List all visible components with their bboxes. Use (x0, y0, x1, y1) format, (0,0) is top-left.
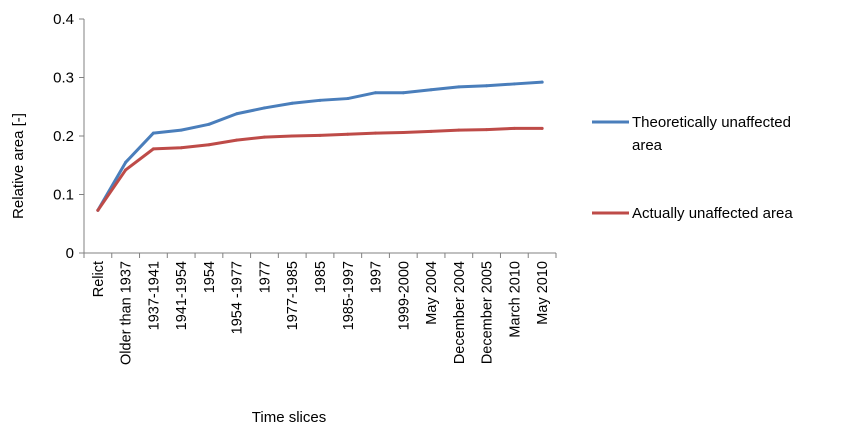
data-point (485, 84, 489, 88)
y-tick-label: 0.1 (53, 187, 74, 204)
y-tick-label: 0.4 (53, 11, 74, 28)
x-tick-label: 1985-1997 (341, 261, 357, 330)
series-lines (96, 80, 544, 212)
y-axis-title: Relative area [-] (10, 113, 27, 219)
data-point (207, 122, 211, 126)
data-point (540, 126, 544, 130)
x-tick-label: May 2010 (535, 261, 551, 325)
x-tick-label: 1999-2000 (396, 261, 412, 330)
data-point (457, 85, 461, 89)
data-point (485, 128, 489, 132)
data-point (429, 129, 433, 133)
data-point (179, 146, 183, 150)
data-point (151, 131, 155, 135)
data-point (262, 135, 266, 139)
x-tick-label: 1954 -1977 (230, 261, 246, 334)
x-tick-label: 1941-1954 (174, 261, 190, 330)
data-point (290, 134, 294, 138)
data-point (235, 138, 239, 142)
legend-label: Actually unaffected area (632, 205, 793, 222)
data-point (151, 147, 155, 151)
x-tick-label: Relict (91, 261, 107, 297)
data-point (401, 91, 405, 95)
data-point (512, 82, 516, 86)
x-tick-label: May 2004 (424, 261, 440, 325)
data-point (262, 106, 266, 110)
data-point (318, 133, 322, 137)
x-tick-label: March 2010 (507, 261, 523, 338)
x-axis-ticks: Relict Older than 1937 1937-1941 1941-1954 1… (83, 253, 557, 365)
legend-label: Theoretically unaffected (632, 114, 791, 131)
x-axis-title: Time slices (252, 409, 326, 426)
data-point (124, 160, 128, 164)
y-axis-ticks: 0 0.1 0.2 0.3 0.4 (53, 11, 84, 262)
data-point (540, 80, 544, 84)
legend-label: area (632, 137, 663, 154)
y-tick-label: 0.3 (53, 70, 74, 87)
x-tick-label: December 2005 (480, 261, 496, 364)
data-point (179, 128, 183, 132)
data-point (346, 132, 350, 136)
data-point (346, 97, 350, 101)
x-tick-label: Older than 1937 (119, 261, 135, 365)
data-point (235, 112, 239, 116)
x-tick-label: 1954 (202, 261, 218, 293)
x-tick-label: 1985 (313, 261, 329, 293)
data-point (96, 208, 100, 212)
legend: Theoretically unaffected area Actually una… (592, 114, 793, 222)
data-point (124, 168, 128, 172)
x-tick-label: December 2004 (452, 261, 468, 364)
series-line-2 (96, 126, 544, 212)
x-tick-label: 1977-1985 (285, 261, 301, 330)
x-tick-label: 1977 (257, 261, 273, 293)
data-point (457, 128, 461, 132)
x-tick-label: 1937-1941 (146, 261, 162, 330)
x-tick-label: 1997 (369, 261, 385, 293)
data-point (207, 143, 211, 147)
data-point (374, 131, 378, 135)
data-point (401, 130, 405, 134)
data-point (290, 101, 294, 105)
y-tick-label: 0 (66, 245, 74, 262)
data-point (512, 126, 516, 130)
data-point (318, 98, 322, 102)
data-point (429, 88, 433, 92)
data-point (374, 91, 378, 95)
y-tick-label: 0.2 (53, 128, 74, 145)
